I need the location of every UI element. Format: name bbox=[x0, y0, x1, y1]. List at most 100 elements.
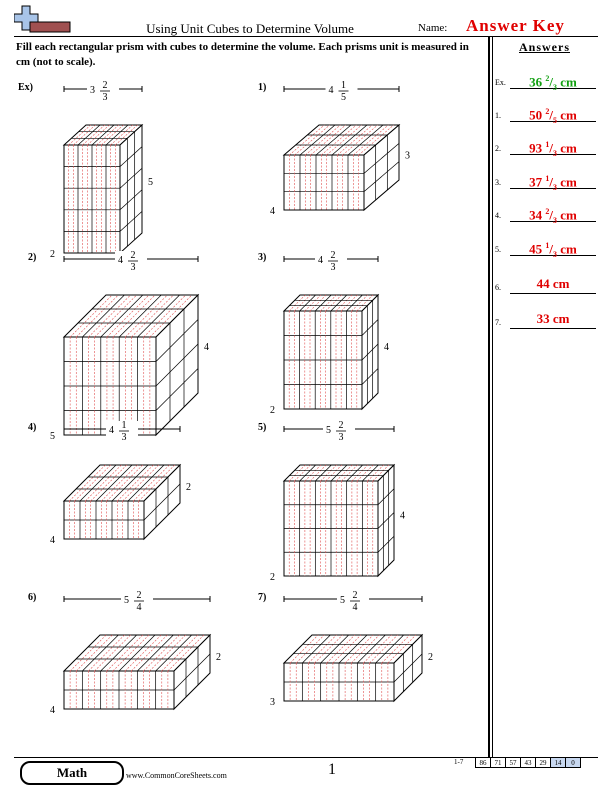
fraction-line bbox=[289, 124, 325, 156]
fraction-line bbox=[69, 634, 107, 672]
fraction-line bbox=[122, 464, 159, 502]
fraction-line bbox=[124, 634, 162, 672]
fraction-line bbox=[161, 634, 198, 672]
top-dimension-denominator: 5 bbox=[341, 92, 346, 103]
score-cell: 71 bbox=[490, 757, 506, 768]
footer-divider bbox=[14, 757, 598, 758]
depth-dimension: 2 bbox=[50, 249, 55, 260]
grid-line bbox=[331, 124, 368, 156]
side-dimension: 2 bbox=[216, 652, 221, 663]
answer-whole: 45 bbox=[529, 241, 546, 257]
grid-line bbox=[100, 634, 137, 672]
side-dimension: 3 bbox=[405, 151, 410, 162]
grid-line bbox=[143, 483, 181, 521]
answer-unit: cm bbox=[552, 276, 570, 291]
fraction-line bbox=[106, 634, 143, 672]
fraction-line bbox=[125, 294, 168, 338]
plus-logo-icon bbox=[14, 5, 71, 33]
grid-line bbox=[314, 294, 332, 312]
label-bg bbox=[337, 591, 369, 613]
fraction-line bbox=[341, 464, 358, 482]
fraction-line bbox=[85, 464, 122, 502]
depth-dimension: 2 bbox=[270, 405, 275, 416]
grid-line bbox=[79, 464, 117, 502]
grid-line bbox=[137, 634, 174, 672]
answer-unit: cm bbox=[557, 107, 577, 123]
label-bg bbox=[115, 251, 147, 273]
side-dimension: 5 bbox=[148, 177, 153, 188]
fraction-line bbox=[88, 294, 131, 338]
fraction-line bbox=[149, 634, 186, 672]
fraction-line bbox=[351, 294, 368, 312]
label-bg bbox=[121, 591, 153, 613]
problem-label: 4) bbox=[28, 422, 37, 433]
fraction-line bbox=[133, 464, 170, 502]
label-bg bbox=[325, 81, 358, 103]
fraction-line bbox=[335, 294, 353, 312]
score-cell: 86 bbox=[475, 757, 491, 768]
answer-numerator: 1 bbox=[545, 241, 550, 250]
answer-value: 50 2/5 cm bbox=[510, 103, 596, 125]
grid-line bbox=[119, 189, 143, 211]
subject-badge: Math bbox=[20, 761, 124, 785]
fraction-line bbox=[353, 124, 389, 156]
name-label: Name: bbox=[418, 22, 448, 34]
answer-unit: cm bbox=[557, 140, 577, 156]
answers-panel bbox=[488, 37, 600, 757]
problem-label: 7) bbox=[258, 592, 267, 603]
score-cell: 29 bbox=[535, 757, 551, 768]
grid-line bbox=[111, 464, 149, 502]
answer-denominator: 3 bbox=[553, 82, 557, 92]
site-url: www.CommonCoreSheets.com bbox=[126, 771, 227, 780]
score-cell: 14 bbox=[550, 757, 566, 768]
fraction-line bbox=[356, 464, 374, 482]
fraction-line bbox=[88, 634, 125, 672]
fraction-line bbox=[309, 294, 327, 312]
fraction-line bbox=[369, 634, 398, 664]
grid-line bbox=[137, 294, 180, 338]
grid-line bbox=[393, 653, 423, 683]
top-dimension-numerator: 2 bbox=[103, 80, 108, 91]
top-dimension-whole: 4 bbox=[329, 85, 334, 96]
grid-line bbox=[363, 161, 400, 192]
fraction-line bbox=[115, 124, 138, 146]
top-dimension-whole: 5 bbox=[124, 595, 129, 606]
grid-line bbox=[82, 294, 125, 338]
fraction-line bbox=[363, 634, 392, 664]
top-dimension-numerator: 1 bbox=[341, 80, 346, 91]
top-dimension-numerator: 2 bbox=[331, 250, 336, 261]
fraction-line bbox=[117, 464, 154, 502]
fraction-line bbox=[325, 294, 342, 312]
answer-whole: 93 bbox=[529, 140, 546, 156]
grid-line bbox=[338, 634, 368, 664]
top-dimension-denominator: 3 bbox=[122, 432, 127, 443]
grid-line bbox=[105, 124, 129, 146]
fraction-line bbox=[320, 464, 337, 482]
fraction-line bbox=[101, 124, 124, 146]
fraction-line bbox=[69, 464, 106, 502]
fraction-line bbox=[294, 464, 311, 482]
top-dimension-whole: 5 bbox=[340, 595, 345, 606]
fraction-line bbox=[321, 124, 357, 156]
side-dimension: 4 bbox=[400, 511, 405, 522]
answer-whole: 50 bbox=[529, 107, 546, 123]
fraction-line bbox=[87, 124, 110, 146]
depth-dimension: 2 bbox=[270, 572, 275, 583]
answer-denominator: 3 bbox=[553, 215, 557, 225]
fraction-line bbox=[351, 634, 380, 664]
fraction-line bbox=[112, 634, 150, 672]
fraction-line bbox=[131, 294, 174, 338]
fraction-line bbox=[356, 294, 374, 312]
answer-numerator: 2 bbox=[545, 107, 550, 116]
grid-line bbox=[362, 464, 379, 482]
answer-whole: 33 bbox=[536, 311, 553, 326]
grid-line bbox=[299, 124, 336, 156]
fraction-line bbox=[340, 294, 358, 312]
side-face bbox=[119, 123, 143, 255]
grid-line bbox=[347, 124, 384, 156]
answer-whole: 36 bbox=[529, 74, 546, 90]
grid-line bbox=[82, 634, 119, 672]
